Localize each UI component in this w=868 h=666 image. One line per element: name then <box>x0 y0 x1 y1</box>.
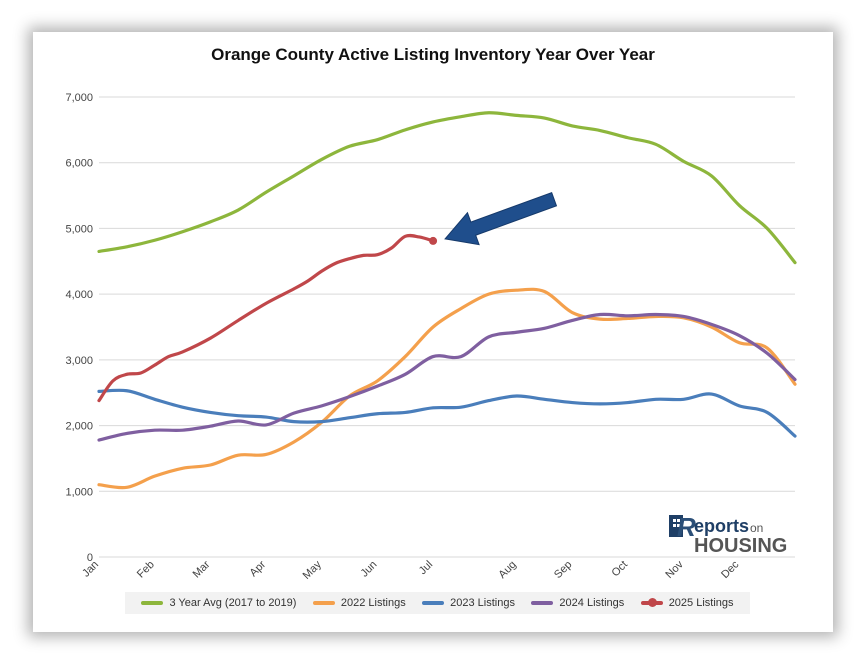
legend-label: 3 Year Avg (2017 to 2019) <box>169 597 297 609</box>
series-line-3-year-avg-2017-to-2019 <box>97 111 797 265</box>
legend-swatch <box>531 601 554 605</box>
y-tick-label: 4,000 <box>65 289 93 301</box>
y-tick-label: 5,000 <box>65 223 93 235</box>
x-tick-label: Dec <box>719 558 742 581</box>
legend-item: 2022 Listings <box>312 597 406 609</box>
series-end-marker <box>429 236 438 245</box>
logo-initial: R <box>677 512 696 542</box>
logo-line1: eports <box>694 516 749 536</box>
y-tick-label: 6,000 <box>65 158 93 170</box>
x-tick-label: Apr <box>248 558 269 579</box>
chart-card: Orange County Active Listing Inventory Y… <box>33 32 833 632</box>
legend-label: 2023 Listings <box>450 597 515 609</box>
line-chart: 0 1,000 2,000 3,000 4,000 5,000 6,000 7,000 Jan F… <box>65 92 797 582</box>
legend-label: 2024 Listings <box>559 597 625 609</box>
x-tick-label: Sep <box>552 559 574 581</box>
series-line-2025-listings <box>97 233 435 403</box>
legend-swatch <box>312 601 335 605</box>
x-tick-label: Feb <box>135 559 157 581</box>
arrow-shape <box>444 192 558 246</box>
logo-house-icon <box>669 515 683 537</box>
x-tick-label: Nov <box>663 558 686 581</box>
y-tick-label: 7,000 <box>65 92 93 104</box>
x-tick-label: May <box>301 558 325 582</box>
x-tick-label: Mar <box>191 558 213 580</box>
legend-swatch <box>141 601 164 605</box>
legend-item: 2023 Listings <box>422 597 515 609</box>
legend-swatch <box>640 598 663 607</box>
reports-on-housing-logo: R eports on HOUSING <box>669 512 787 556</box>
legend-item: 2024 Listings <box>531 597 624 609</box>
x-tick-label: Aug <box>496 559 518 581</box>
legend-label: 2025 Listings <box>668 597 734 609</box>
legend-item: 2025 Listings <box>640 597 734 609</box>
y-tick-label: 1,000 <box>65 486 93 498</box>
y-tick-label: 2,000 <box>65 421 93 433</box>
legend-item: 3 Year Avg (2017 to 2019) <box>141 597 296 609</box>
y-tick-label: 0 <box>87 552 93 564</box>
series-line-2024-listings <box>97 312 797 442</box>
chart-legend: 3 Year Avg (2017 to 2019) 2022 Listings 20… <box>125 592 750 614</box>
series-line-2023-listings <box>97 388 797 438</box>
chart-title: Orange County Active Listing Inventory Y… <box>211 45 655 64</box>
annotation-arrow <box>444 192 558 246</box>
logo-line2: HOUSING <box>694 535 787 556</box>
x-tick-label: Jun <box>358 559 379 580</box>
legend-label: 2022 Listings <box>340 597 406 609</box>
x-tick-label: Jan <box>80 559 101 580</box>
legend-swatch <box>422 601 445 605</box>
x-tick-label: Jul <box>417 559 435 577</box>
y-tick-label: 3,000 <box>65 355 93 367</box>
x-tick-label: Oct <box>609 559 630 580</box>
logo-line1-suffix: on <box>750 521 763 535</box>
